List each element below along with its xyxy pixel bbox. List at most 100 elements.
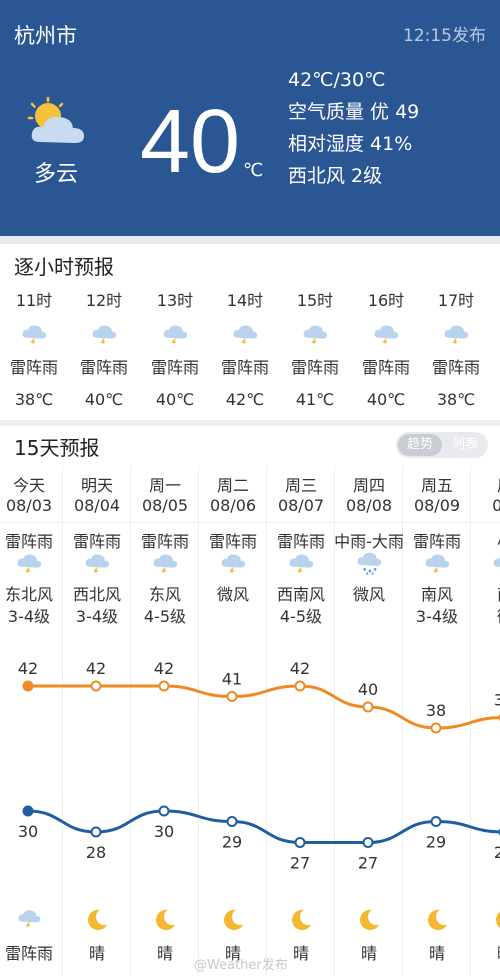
- day-wind: 微风: [335, 584, 403, 606]
- hour-time: 16时: [367, 291, 405, 310]
- low-temp-point: [22, 805, 34, 817]
- day-wind: 南风 3-4级: [403, 584, 471, 628]
- daily-item[interactable]: 今天 08/03 雷阵雨 东北风 3-4级 雷阵雨: [0, 466, 63, 976]
- wind-direction: 东北风: [4, 585, 53, 604]
- wind-direction: 南: [471, 584, 500, 606]
- wind-level: 3-4级: [415, 607, 459, 626]
- current-details: 42℃/30℃ 空气质量 优 49 相对湿度 41% 西北风 2级: [288, 64, 419, 192]
- hour-temperature: 40℃: [366, 390, 406, 409]
- hourly-item[interactable]: 15时雷阵雨 41℃: [283, 286, 347, 416]
- thunder-shower-icon: [92, 325, 117, 346]
- day-wind: 微风: [199, 584, 267, 606]
- daily-item[interactable]: 周08/小南微晴: [471, 466, 500, 976]
- high-temp-label: 42: [290, 659, 310, 678]
- hourly-item[interactable]: 14时 雷阵雨 42℃: [213, 286, 277, 416]
- moon-icon: [224, 909, 244, 931]
- daily-item[interactable]: 周四 08/08 中雨-大雨 微风晴: [334, 466, 404, 976]
- low-temp-point: [430, 816, 442, 827]
- day-weekday: 周四: [352, 476, 385, 495]
- hour-temperature: 38℃: [436, 390, 476, 409]
- day-wind: 西北风 3-4级: [63, 584, 131, 628]
- hour-icon-wrap: [72, 316, 136, 352]
- night-condition: 晴: [224, 944, 241, 963]
- hour-temperature: 41℃: [295, 390, 335, 409]
- hour-time: 11时: [15, 291, 53, 310]
- daily-item[interactable]: 周五 08/09 雷阵雨 南风 3-4级晴: [403, 466, 471, 976]
- daily-item[interactable]: 明天 08/04 雷阵雨 西北风 3-4级晴: [63, 466, 131, 976]
- hour-time: 13时: [156, 291, 194, 310]
- daily-forecast[interactable]: 今天 08/03 雷阵雨 东北风 3-4级 雷阵雨 明天 08/04 雷阵雨 西北风 3-4级晴周一…: [0, 466, 500, 976]
- low-temp-point: [158, 805, 170, 817]
- low-temp-point: [90, 826, 102, 838]
- daily-item[interactable]: 周三 08/07 雷阵雨 西南风 4-5级晴: [267, 466, 335, 976]
- day-date: 08/: [492, 496, 500, 515]
- thunder-shower-icon: [233, 325, 258, 346]
- air-quality[interactable]: 空气质量 优 49: [288, 101, 420, 123]
- hourly-item[interactable]: 12时 雷阵雨 40℃: [72, 286, 136, 416]
- day-date: 08/03: [5, 496, 53, 515]
- thunder-shower-icon: [493, 556, 500, 567]
- night-icon-wrap: [267, 908, 335, 936]
- high-temp-label: 42: [154, 659, 174, 678]
- hour-icon-wrap: [424, 316, 488, 352]
- night-icon-wrap: [199, 908, 267, 936]
- hour-icon-wrap: [2, 316, 66, 352]
- hour-temperature: 40℃: [84, 390, 124, 409]
- hour-condition: 雷阵雨: [150, 358, 199, 377]
- rain-icon: [357, 552, 382, 575]
- hour-condition: 雷阵雨: [220, 358, 269, 377]
- section-divider: [0, 236, 500, 244]
- toggle-list[interactable]: 列表: [451, 437, 478, 452]
- high-temp-label: 40: [358, 680, 378, 699]
- hour-icon-wrap: [283, 316, 347, 352]
- day-condition: 小: [465, 528, 500, 552]
- city-name[interactable]: 杭州市: [14, 24, 77, 48]
- day-date: 08/08: [345, 496, 393, 515]
- hourly-item[interactable]: 16时 雷阵雨 40℃: [354, 286, 418, 416]
- day-icon-wrap: [471, 552, 500, 576]
- night-icon-wrap: [471, 908, 500, 936]
- night-condition: 晴: [156, 944, 173, 963]
- daily-item[interactable]: 周二 08/06 雷阵雨 微风晴: [199, 466, 267, 976]
- day-wind: 西南风 4-5级: [267, 584, 335, 628]
- hour-condition: 雷阵雨: [290, 358, 339, 377]
- thunder-shower-icon: [303, 325, 328, 346]
- thunder-shower-icon: [163, 325, 188, 346]
- partly-cloudy-icon: [27, 96, 84, 143]
- wind-level: 3-4级: [75, 607, 119, 626]
- day-icon-wrap: [0, 552, 63, 576]
- day-wind: 东北风 3-4级: [0, 584, 63, 628]
- hourly-forecast[interactable]: 11时 雷阵雨 38℃ 12时 雷阵雨 40℃ 13时 雷阵雨 40℃ 14时 雷阵雨 42℃ 15时雷…: [0, 286, 500, 412]
- hourly-item[interactable]: 13时雷阵雨 40℃: [143, 286, 207, 416]
- hour-temperature: 40℃: [155, 390, 195, 409]
- thunder-shower-icon: [221, 554, 246, 575]
- low-temp-label: 30: [18, 822, 38, 841]
- night-icon-wrap: [0, 908, 63, 936]
- day-icon-wrap: [267, 552, 335, 576]
- wind-direction: 微风: [352, 585, 385, 604]
- hour-time: 15时: [296, 291, 334, 310]
- day-weekday: 周一: [148, 476, 181, 495]
- daily-item[interactable]: 周一 08/05 雷阵雨 东风 4-5级晴: [131, 466, 199, 976]
- day-condition: 雷阵雨: [72, 532, 121, 551]
- current-weather-panel: 杭州市 12:15发布 多云 40 ℃ 42℃/30℃ 空气质量 优 49 相对…: [0, 0, 500, 236]
- hourly-item[interactable]: 17时 雷阵雨 38℃: [424, 286, 488, 416]
- temperature-trend-chart: 42 42 42 41 42 40 38 39 30 28 30 29 27 27 29 28: [18, 659, 500, 873]
- day-wind: 东风 4-5级: [131, 584, 199, 628]
- publish-time: 12:15发布: [403, 26, 486, 46]
- high-temp-label: 38: [426, 701, 446, 720]
- thunder-shower-icon: [289, 554, 314, 575]
- wind-direction: 微风: [216, 585, 249, 604]
- day-condition: 雷阵雨: [4, 532, 53, 551]
- day-weekday: 周二: [216, 476, 249, 495]
- toggle-trend[interactable]: 趋势: [398, 434, 442, 456]
- hour-condition: 雷阵雨: [79, 358, 128, 377]
- day-date: 08/06: [209, 496, 257, 515]
- view-toggle[interactable]: 趋势 列表: [396, 432, 488, 458]
- high-temp-point: [90, 680, 102, 692]
- moon-icon: [496, 911, 500, 928]
- day-icon-wrap: [63, 552, 131, 576]
- section-divider: [0, 420, 500, 426]
- hourly-item[interactable]: 11时 雷阵雨 38℃: [2, 286, 66, 416]
- hourly-forecast-title: 逐小时预报: [14, 255, 114, 279]
